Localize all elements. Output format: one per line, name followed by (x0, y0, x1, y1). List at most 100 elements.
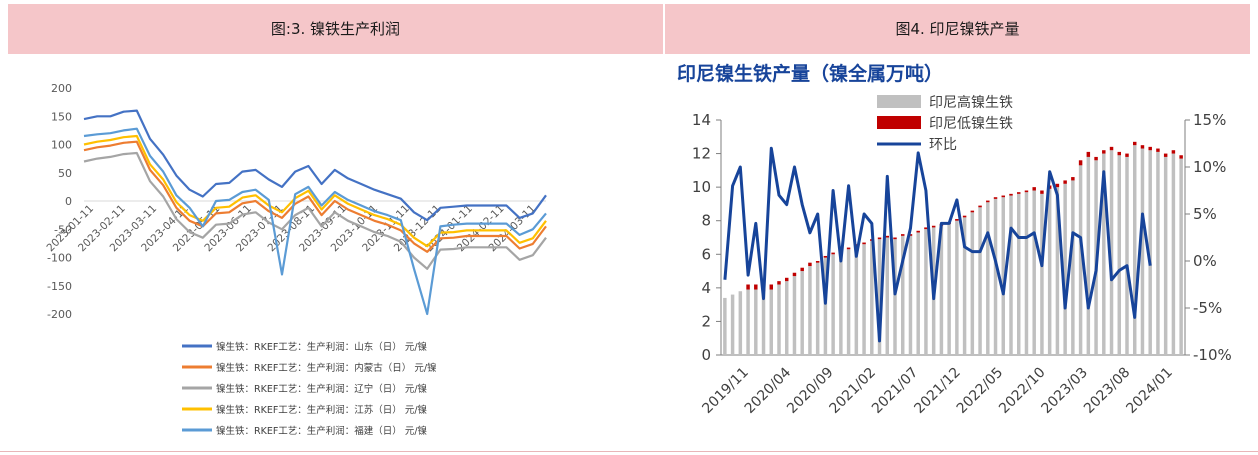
high-nickel-bar (1071, 180, 1075, 355)
y-tick-label: 12 (692, 145, 711, 163)
low-nickel-bar (1001, 195, 1006, 198)
legend-label: 印尼低镍生铁 (929, 116, 1013, 132)
y-tick-label: 14 (692, 111, 711, 129)
low-nickel-bar (823, 255, 828, 258)
high-nickel-bar (1024, 192, 1029, 355)
legend-label: 镍生铁：RKEF工艺：生产利润：山东（日） 元/镍 (216, 341, 428, 353)
indonesia-npi-output-chart: 印尼镍生铁产量（镍全属万吨） 0 2 4 6 8 10 12 14 -10% -5% 0% 5% 10% 1… (677, 62, 1232, 417)
y2-tick-label: -5% (1193, 299, 1222, 317)
y-tick-label: 4 (701, 279, 711, 297)
legend-label: 印尼高镍生铁 (929, 94, 1013, 111)
low-nickel-bar (754, 284, 758, 290)
high-nickel-bar (993, 198, 998, 355)
high-nickel-bar (1001, 197, 1006, 355)
low-nickel-bar (908, 234, 913, 236)
high-nickel-bar (831, 254, 835, 355)
y-tick-label: 8 (701, 212, 711, 230)
low-nickel-bar (970, 210, 975, 213)
low-nickel-bar (1102, 150, 1106, 154)
high-nickel-bar (1148, 150, 1152, 355)
y-tick-label: -200 (47, 308, 72, 321)
low-nickel-bar (1086, 151, 1091, 157)
low-nickel-bar (1140, 145, 1145, 149)
y-tick-label: 0 (701, 346, 711, 364)
high-nickel-bar (754, 289, 758, 355)
low-nickel-bar (1117, 151, 1122, 156)
low-nickel-bar (769, 284, 774, 290)
nickel-pig-iron-profit-chart: 200150100500-50-100-150-2002023-01-11202… (44, 82, 547, 437)
right-chart-header-title: 图4. 印尼镍铁产量 (895, 20, 1020, 38)
high-nickel-bar (1086, 156, 1091, 355)
y-tick-label: 10 (692, 178, 711, 196)
high-nickel-bar (1171, 153, 1176, 355)
high-nickel-bar (900, 235, 905, 355)
low-nickel-bar (862, 242, 866, 245)
y-tick-label: -50 (54, 223, 72, 236)
low-nickel-bar (1055, 183, 1060, 188)
y-tick-label: 50 (58, 167, 72, 180)
low-nickel-bar (784, 277, 789, 282)
y-tick-label: 2 (701, 312, 711, 330)
high-nickel-bar (1125, 156, 1129, 355)
high-nickel-bar (1009, 195, 1013, 355)
low-nickel-bar (885, 235, 890, 238)
high-nickel-bar (893, 239, 897, 355)
y-tick-label: 6 (701, 245, 711, 263)
series-line-5 (83, 127, 547, 316)
low-nickel-bar (1032, 187, 1036, 191)
low-nickel-bar (1009, 193, 1013, 196)
legend-label: 镍生铁：RKEF工艺：生产利润：福建（日） 元/镍 (216, 425, 428, 437)
high-nickel-bar (908, 235, 913, 355)
series-line-4 (83, 134, 547, 248)
high-nickel-bar (885, 237, 890, 355)
y2-tick-label: 15% (1193, 111, 1226, 129)
high-nickel-bar (1063, 183, 1067, 355)
high-nickel-bar (769, 289, 774, 355)
high-nickel-bar (854, 245, 859, 355)
high-nickel-bar (746, 289, 750, 355)
low-nickel-bar (831, 252, 835, 255)
low-nickel-bar (877, 237, 882, 240)
high-nickel-bar (1102, 153, 1106, 355)
low-nickel-bar (1094, 156, 1098, 161)
high-nickel-bar (877, 239, 882, 355)
legend-label: 镍生铁：RKEF工艺：生产利润：江苏（日） 元/镍 (216, 404, 428, 416)
high-nickel-bar (1016, 193, 1021, 355)
low-nickel-bar (792, 272, 797, 277)
high-nickel-bar (870, 240, 874, 355)
high-nickel-bar (1163, 156, 1168, 355)
high-nickel-bar (730, 294, 735, 355)
low-nickel-bar (978, 205, 982, 208)
low-nickel-bar (1171, 150, 1176, 154)
low-nickel-bar (1163, 153, 1168, 157)
low-nickel-bar (1078, 160, 1083, 166)
low-nickel-bar (1063, 180, 1067, 184)
legend-label: 环比 (929, 137, 957, 153)
legend-swatch (877, 116, 921, 129)
mom-line (723, 146, 1152, 343)
low-nickel-bar (800, 267, 804, 272)
low-nickel-bar (777, 281, 781, 285)
high-nickel-bar (784, 281, 789, 355)
high-nickel-bar (978, 207, 982, 355)
low-nickel-bar (815, 261, 820, 263)
low-nickel-bar (1132, 141, 1137, 146)
high-nickel-bar (1117, 155, 1122, 355)
y-tick-label: 200 (51, 82, 72, 95)
low-nickel-bar (1016, 192, 1021, 194)
high-nickel-bar (1055, 187, 1060, 355)
low-nickel-bar (986, 200, 990, 203)
series-line-2 (83, 140, 547, 253)
high-nickel-bar (1156, 151, 1160, 355)
high-nickel-bar (962, 217, 967, 355)
low-nickel-bar (808, 262, 812, 267)
high-nickel-bar (862, 244, 866, 355)
low-nickel-bar (931, 225, 936, 228)
low-nickel-bar (893, 237, 897, 240)
chart-title: 印尼镍生铁产量（镍全属万吨） (677, 62, 943, 85)
low-nickel-bar (993, 197, 998, 199)
low-nickel-bar (746, 284, 750, 290)
legend-label: 镍生铁：RKEF工艺：生产利润：辽宁（日） 元/镍 (216, 383, 428, 395)
high-nickel-bar (1040, 193, 1044, 355)
left-chart-header-title: 图:3. 镍铁生产利润 (270, 20, 401, 38)
